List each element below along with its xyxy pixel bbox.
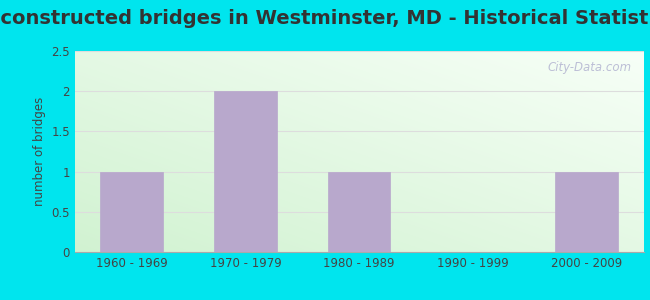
Text: City-Data.com: City-Data.com bbox=[548, 61, 632, 74]
Bar bbox=[100, 172, 163, 252]
Bar bbox=[555, 172, 618, 252]
Bar bbox=[328, 172, 391, 252]
Bar bbox=[214, 91, 277, 252]
Text: Reconstructed bridges in Westminster, MD - Historical Statistics: Reconstructed bridges in Westminster, MD… bbox=[0, 9, 650, 28]
Y-axis label: number of bridges: number of bridges bbox=[32, 97, 46, 206]
